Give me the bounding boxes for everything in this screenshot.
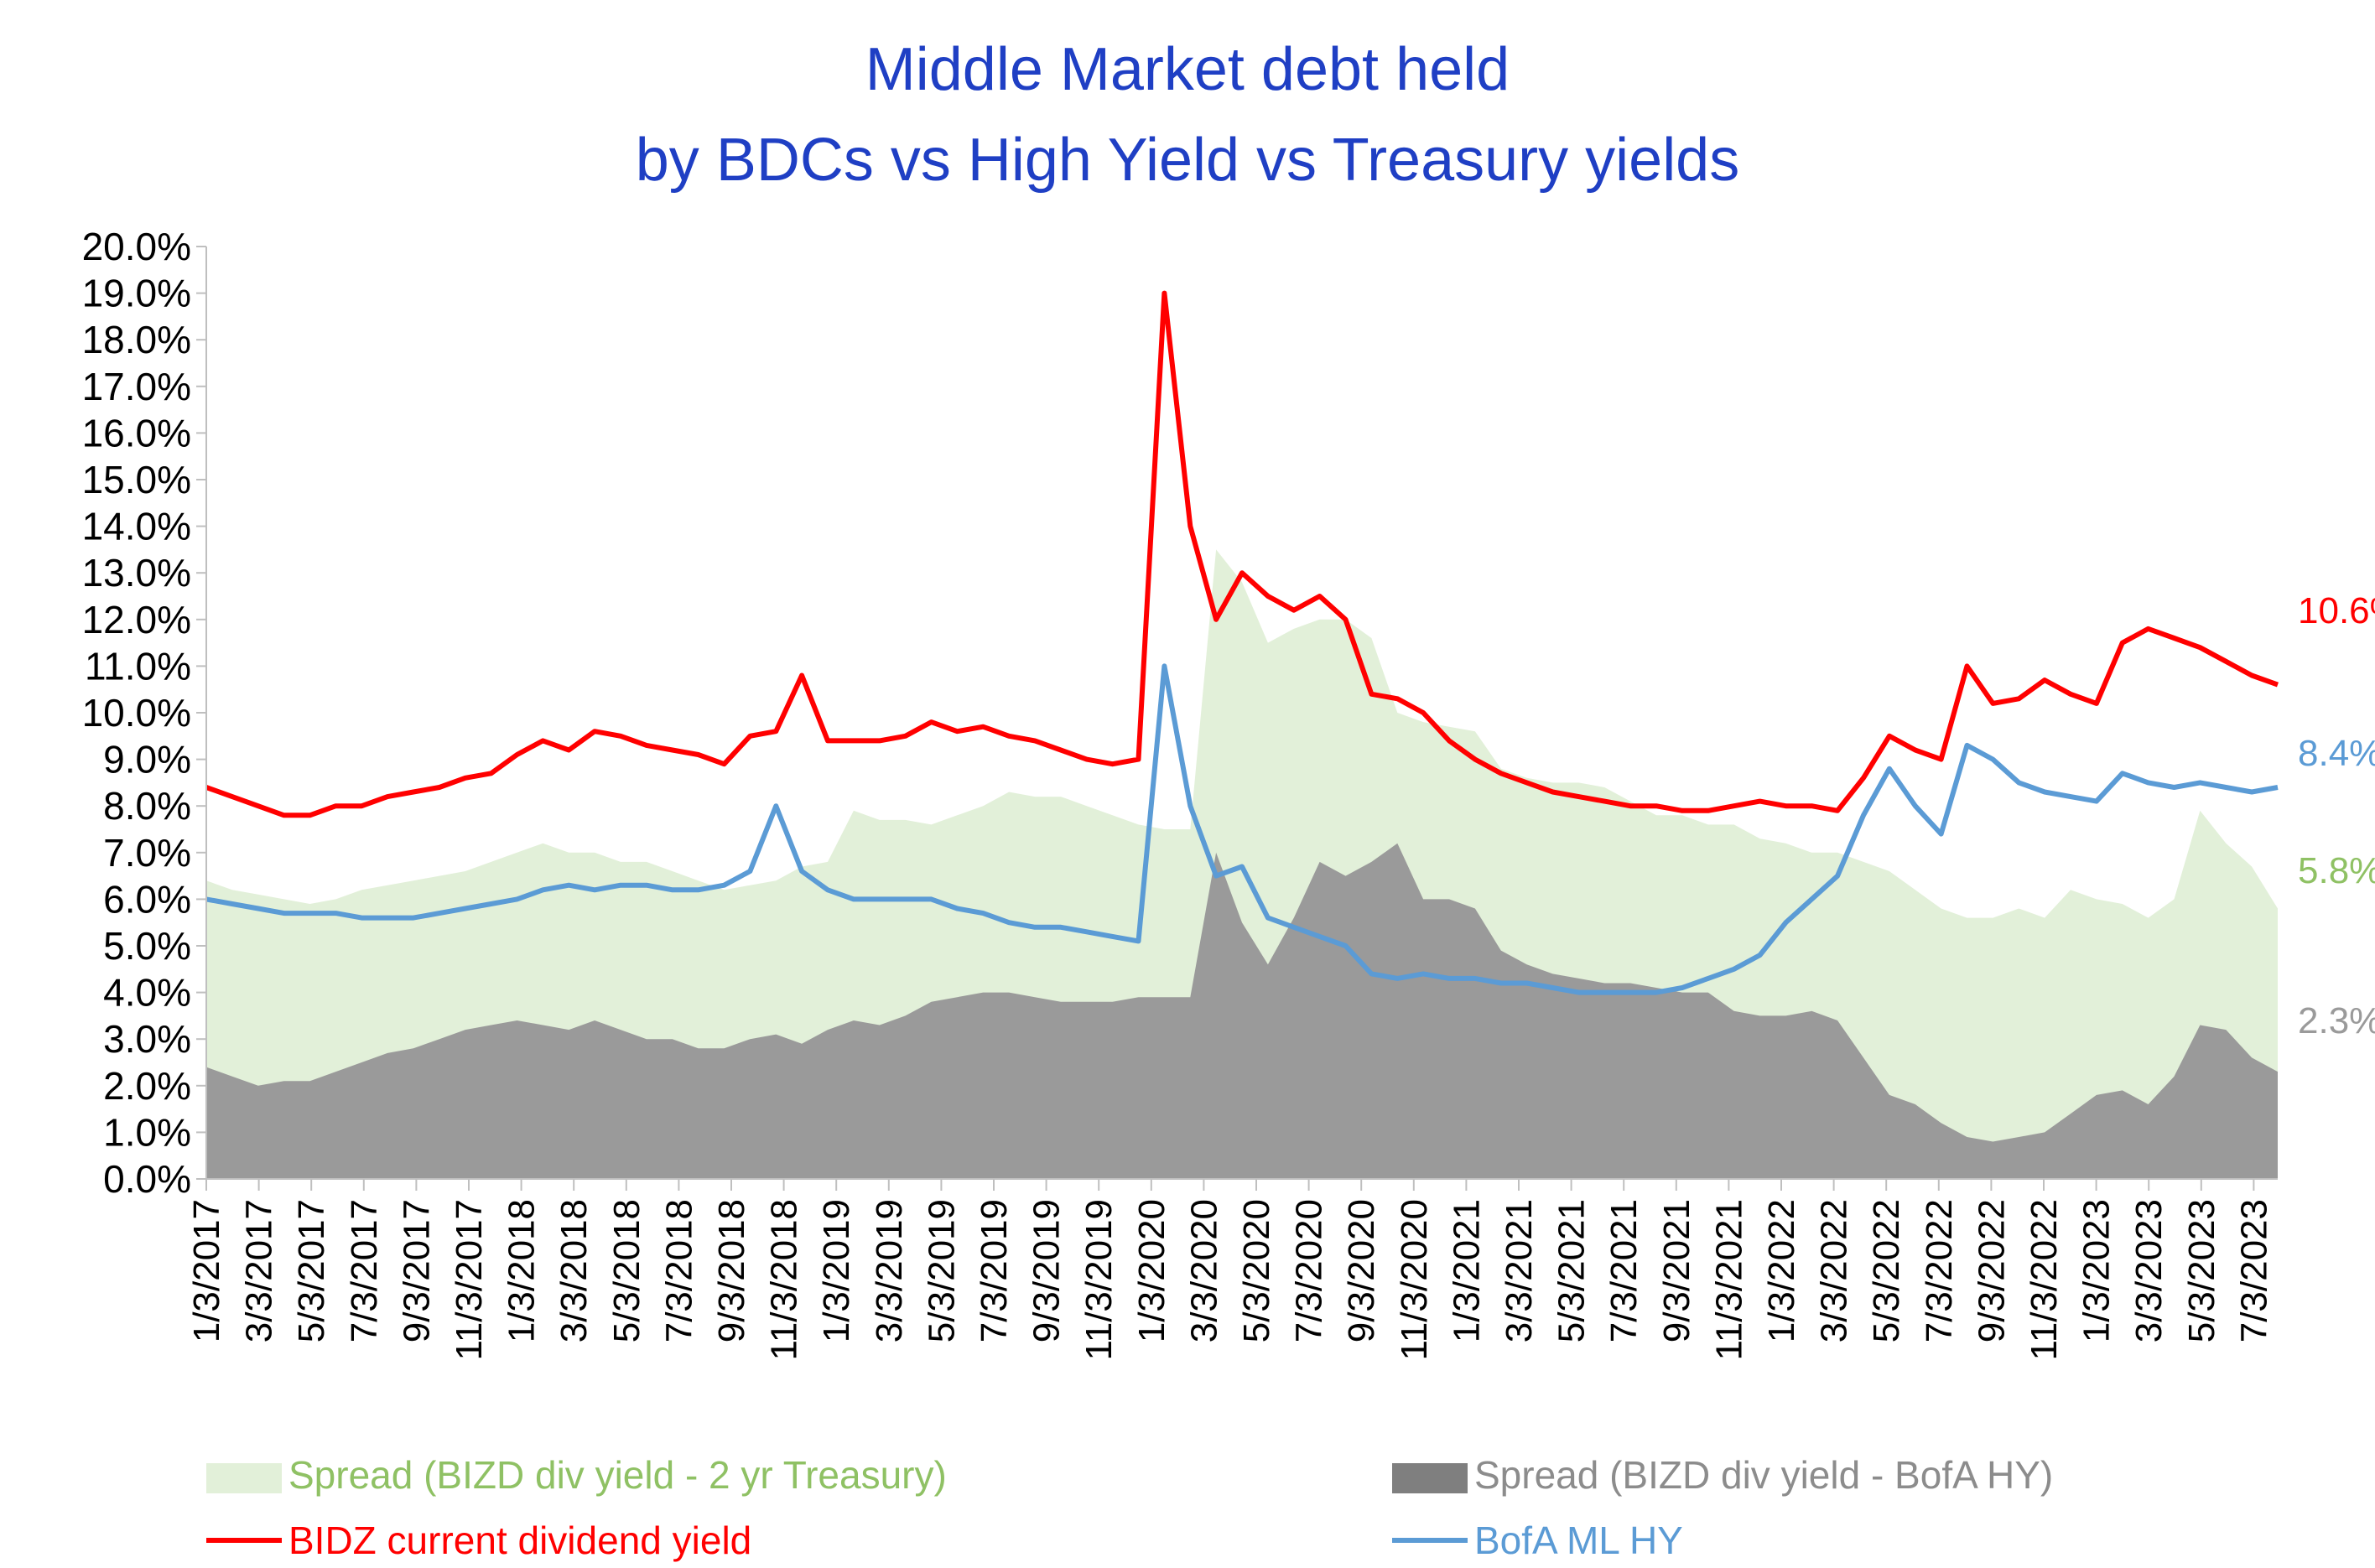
x-tick-label: 5/3/2019	[921, 1199, 962, 1342]
x-tick-label: 5/3/2021	[1551, 1199, 1593, 1342]
y-tick-label: 5.0%	[103, 924, 191, 968]
x-tick-label: 1/3/2023	[2076, 1199, 2118, 1342]
legend-swatch-bizd	[206, 1538, 282, 1543]
end-label: 8.4%	[2298, 733, 2375, 774]
y-tick-label: 9.0%	[103, 738, 191, 781]
legend-label-spread-treasury: Spread (BIZD div yield - 2 yr Treasury)	[288, 1453, 947, 1497]
x-tick-label: 7/3/2023	[2233, 1199, 2274, 1342]
y-tick-label: 12.0%	[82, 598, 191, 641]
legend-label-bizd: BIDZ current dividend yield	[288, 1519, 752, 1562]
end-label: 5.8%	[2298, 850, 2375, 891]
legend-swatch-bofa	[1392, 1538, 1468, 1543]
x-tick-label: 3/3/2023	[2128, 1199, 2170, 1342]
x-tick-label: 3/3/2019	[869, 1199, 910, 1342]
y-tick-label: 11.0%	[85, 644, 191, 688]
x-axis-ticks: 1/3/2017 3/3/2017 5/3/2017 7/3/2017 9/3/2017…	[186, 1179, 2274, 1360]
x-tick-label: 5/3/2017	[291, 1199, 332, 1342]
y-tick-label: 4.0%	[103, 971, 191, 1015]
x-tick-label: 11/3/2018	[764, 1199, 805, 1360]
line-series-3	[205, 663, 2279, 995]
x-tick-label: 7/3/2019	[974, 1199, 1015, 1342]
x-tick-label: 9/3/2021	[1656, 1199, 1697, 1342]
y-tick-label: 8.0%	[103, 784, 191, 828]
y-tick-label: 7.0%	[103, 831, 191, 875]
y-tick-label: 0.0%	[103, 1157, 191, 1201]
y-tick-label: 18.0%	[82, 318, 191, 361]
y-tick-label: 10.0%	[82, 691, 191, 735]
y-tick-label: 20.0%	[82, 225, 191, 268]
y-tick-label: 19.0%	[82, 272, 191, 315]
x-tick-label: 7/3/2018	[658, 1199, 699, 1342]
x-tick-label: 1/3/2021	[1446, 1199, 1487, 1342]
x-tick-label: 11/3/2019	[1078, 1199, 1120, 1360]
x-tick-label: 5/3/2020	[1236, 1199, 1277, 1342]
x-tick-label: 11/3/2022	[2024, 1199, 2065, 1360]
chart-title-line-1: Middle Market debt held	[865, 36, 1510, 103]
x-tick-label: 3/3/2021	[1499, 1199, 1540, 1342]
x-tick-label: 5/3/2022	[1866, 1199, 1907, 1342]
y-tick-label: 2.0%	[103, 1064, 191, 1108]
x-tick-label: 9/3/2020	[1341, 1199, 1382, 1342]
y-tick-label: 1.0%	[103, 1110, 191, 1154]
x-tick-label: 3/3/2022	[1814, 1199, 1855, 1342]
x-tick-label: 1/3/2020	[1131, 1199, 1172, 1342]
y-tick-label: 13.0%	[82, 551, 191, 594]
x-tick-label: 1/3/2019	[816, 1199, 857, 1342]
x-tick-label: 1/3/2022	[1761, 1199, 1802, 1342]
x-tick-label: 3/3/2020	[1183, 1199, 1224, 1342]
x-tick-label: 3/3/2018	[553, 1199, 595, 1342]
x-tick-label: 11/3/2020	[1394, 1199, 1435, 1360]
line-series-2	[205, 290, 2279, 818]
end-label: 2.3%	[2298, 1000, 2375, 1041]
chart-title-line-2: by BDCs vs High Yield vs Treasury yields	[635, 127, 1740, 194]
x-tick-label: 9/3/2022	[1971, 1199, 2012, 1342]
x-tick-label: 5/3/2018	[606, 1199, 647, 1342]
x-tick-label: 7/3/2022	[1919, 1199, 1960, 1342]
legend-label-bofa: BofA ML HY	[1474, 1519, 1683, 1562]
x-tick-label: 11/3/2017	[449, 1199, 490, 1360]
x-tick-label: 9/3/2019	[1026, 1199, 1068, 1342]
x-tick-label: 7/3/2017	[344, 1199, 385, 1342]
x-tick-label: 7/3/2020	[1289, 1199, 1330, 1342]
legend-swatch-spread-treasury	[206, 1463, 282, 1493]
end-labels: 10.6% 8.4% 5.8% 2.3%	[2298, 590, 2375, 1041]
chart-lines	[205, 290, 2279, 995]
x-tick-label: 11/3/2021	[1708, 1199, 1749, 1360]
x-tick-label: 9/3/2018	[711, 1199, 752, 1342]
y-tick-label: 16.0%	[82, 411, 191, 454]
y-tick-label: 15.0%	[82, 458, 191, 501]
area-series-1	[206, 843, 2278, 1179]
x-tick-label: 1/3/2018	[502, 1199, 543, 1342]
y-tick-label: 14.0%	[82, 505, 191, 548]
x-tick-label: 5/3/2023	[2181, 1199, 2222, 1342]
y-axis-ticks: 0.0%1.0%2.0%3.0%4.0%5.0%6.0%7.0%8.0%9.0%…	[82, 225, 206, 1201]
legend-swatch-spread-hy	[1392, 1463, 1468, 1493]
x-tick-label: 1/3/2017	[186, 1199, 227, 1342]
y-tick-label: 3.0%	[103, 1017, 191, 1061]
end-label: 10.6%	[2298, 590, 2375, 631]
x-tick-label: 7/3/2021	[1603, 1199, 1645, 1342]
legend-label-spread-hy: Spread (BIZD div yield - BofA HY)	[1474, 1453, 2054, 1497]
x-tick-label: 3/3/2017	[239, 1199, 280, 1342]
y-tick-label: 17.0%	[82, 365, 191, 408]
y-tick-label: 6.0%	[103, 877, 191, 921]
x-tick-label: 9/3/2017	[396, 1199, 437, 1342]
